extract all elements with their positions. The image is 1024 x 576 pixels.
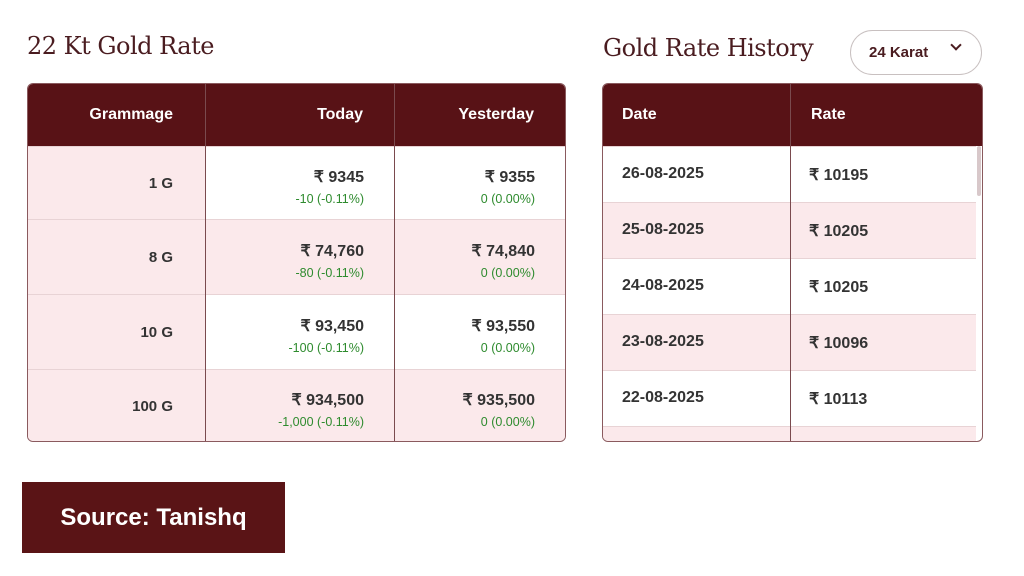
history-row: 24-08-2025 ₹ 10205 xyxy=(603,258,976,314)
header-yesterday: Yesterday xyxy=(458,106,534,123)
yesterday-price: ₹ 9355 xyxy=(484,168,535,186)
grammage-cell: 1 G xyxy=(148,174,173,192)
rate-cell: ₹ 10205 xyxy=(809,223,869,240)
today-price: ₹ 93,450 xyxy=(300,317,364,335)
today-change: -100 (-0.11%) xyxy=(288,340,365,355)
karat-select[interactable]: 24 Karat xyxy=(850,30,982,75)
table-row: 8 G ₹ 74,760 -80 (-0.11%) ₹ 74,840 0 (0.00… xyxy=(28,219,565,294)
today-price: ₹ 934,500 xyxy=(291,391,364,409)
divider xyxy=(790,84,791,441)
date-cell: 26-08-2025 xyxy=(622,165,704,182)
yesterday-change: 0 (0.00%) xyxy=(480,414,535,429)
table-row: 1 G ₹ 9345 -10 (-0.11%) ₹ 9355 0 (0.00%) xyxy=(28,146,565,219)
karat-select-value: 24 Karat xyxy=(869,44,929,61)
today-price: ₹ 9345 xyxy=(313,168,364,186)
history-row: 25-08-2025 ₹ 10205 xyxy=(603,202,976,258)
yesterday-change: 0 (0.00%) xyxy=(480,191,535,206)
chevron-down-icon xyxy=(950,39,962,51)
table-row: 100 G ₹ 934,500 -1,000 (-0.11%) ₹ 935,500… xyxy=(28,369,565,441)
history-row: 22-08-2025 ₹ 10113 xyxy=(603,370,976,426)
yesterday-change: 0 (0.00%) xyxy=(480,340,535,355)
date-cell: 22-08-2025 xyxy=(622,389,704,406)
gold-rate-title: 22 Kt Gold Rate xyxy=(27,32,214,60)
grammage-cell: 8 G xyxy=(148,248,173,266)
table-row: 10 G ₹ 93,450 -100 (-0.11%) ₹ 93,550 0 (0.… xyxy=(28,294,565,369)
yesterday-price: ₹ 93,550 xyxy=(471,317,535,335)
scrollbar[interactable] xyxy=(977,146,981,196)
header-today: Today xyxy=(317,106,363,123)
rate-cell: ₹ 10205 xyxy=(809,279,869,296)
yesterday-change: 0 (0.00%) xyxy=(480,265,535,280)
history-row: 26-08-2025 ₹ 10195 xyxy=(603,146,976,202)
source-label: Source: Tanishq xyxy=(22,482,285,553)
table-header: Date Rate xyxy=(603,84,982,146)
grammage-cell: 100 G xyxy=(132,397,173,415)
today-change: -10 (-0.11%) xyxy=(295,191,364,206)
header-rate: Rate xyxy=(811,106,846,123)
grammage-cell: 10 G xyxy=(140,323,173,341)
today-price: ₹ 74,760 xyxy=(300,242,364,260)
header-grammage: Grammage xyxy=(89,106,173,123)
history-row: 23-08-2025 ₹ 10096 xyxy=(603,314,976,370)
table-header: Grammage Today Yesterday xyxy=(28,84,565,146)
date-cell: 23-08-2025 xyxy=(622,333,704,350)
header-date: Date xyxy=(622,106,657,123)
history-title: Gold Rate History xyxy=(603,34,814,62)
rate-cell: ₹ 10096 xyxy=(809,335,869,352)
divider xyxy=(394,84,395,441)
rate-cell: ₹ 10195 xyxy=(809,167,869,184)
gold-rate-table: Grammage Today Yesterday 1 G ₹ 9345 -10 (… xyxy=(27,83,566,442)
date-cell: 25-08-2025 xyxy=(622,221,704,238)
yesterday-price: ₹ 935,500 xyxy=(462,391,535,409)
date-cell: 24-08-2025 xyxy=(622,277,704,294)
divider xyxy=(205,84,206,441)
history-table: Date Rate 26-08-2025 ₹ 10195 25-08-2025 … xyxy=(602,83,983,442)
rate-cell: ₹ 10113 xyxy=(809,391,868,408)
today-change: -1,000 (-0.11%) xyxy=(278,414,364,429)
today-change: -80 (-0.11%) xyxy=(295,265,364,280)
yesterday-price: ₹ 74,840 xyxy=(471,242,535,260)
